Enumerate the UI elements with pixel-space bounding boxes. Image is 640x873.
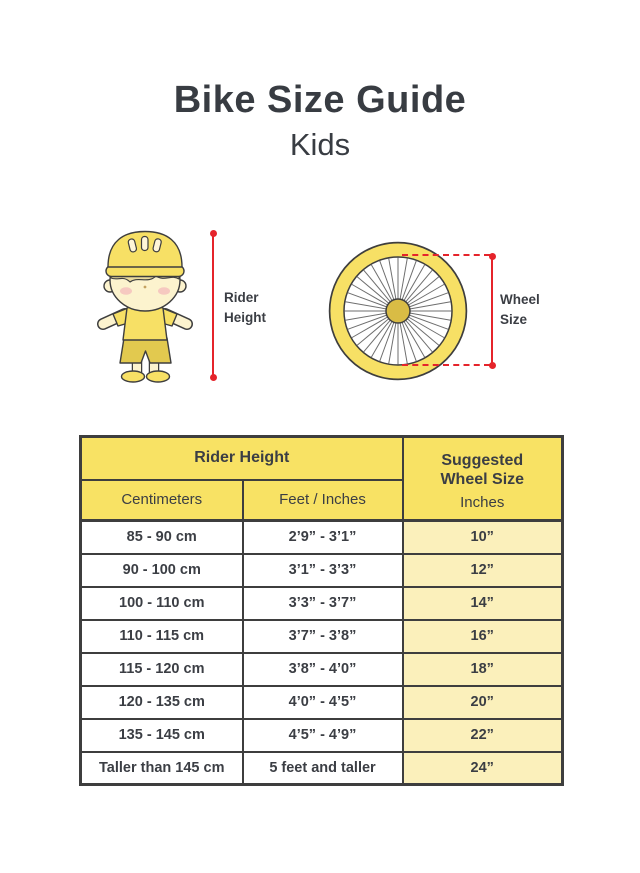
suggested-wheel-size-title: Suggested Wheel Size [440, 451, 525, 488]
table-row: 120 - 135 cm 4’0” - 4’5” 20” [79, 684, 564, 720]
cell-centimeters: 90 - 100 cm [79, 552, 244, 588]
wheel-size-label: Wheel Size [500, 292, 540, 327]
cell-wheel-size: 14” [401, 585, 564, 621]
table-row: Taller than 145 cm 5 feet and taller 24” [79, 750, 564, 786]
wheel-hub [385, 298, 411, 324]
rider-measure-dot-bottom [210, 374, 217, 381]
cell-centimeters: 135 - 145 cm [79, 717, 244, 753]
wheel-illustration [328, 241, 468, 381]
cell-feet-inches: 4’0” - 4’5” [241, 684, 404, 720]
header-centimeters: Centimeters [79, 478, 244, 522]
cell-centimeters: 120 - 135 cm [79, 684, 244, 720]
kid-rider-illustration [97, 230, 193, 383]
rider-measure-dot-top [210, 230, 217, 237]
table-row: 85 - 90 cm 2’9” - 3’1” 10” [79, 519, 564, 555]
cell-centimeters: 100 - 110 cm [79, 585, 244, 621]
cell-feet-inches: 5 feet and taller [241, 750, 404, 786]
cell-feet-inches: 2’9” - 3’1” [241, 519, 404, 555]
header-suggested-wheel-size: Suggested Wheel Size Inches [401, 435, 564, 522]
kid-shoe-left [120, 370, 146, 383]
cell-feet-inches: 3’3” - 3’7” [241, 585, 404, 621]
table-row: 135 - 145 cm 4’5” - 4’9” 22” [79, 717, 564, 753]
rider-height-label: Rider Height [224, 290, 266, 325]
cell-feet-inches: 3’7” - 3’8” [241, 618, 404, 654]
page-title: Bike Size Guide [173, 79, 467, 121]
kid-cheek-left [120, 287, 132, 295]
size-table: Rider Height Suggested Wheel Size Inches… [79, 435, 564, 786]
table-row: 115 - 120 cm 3’8” - 4’0” 18” [79, 651, 564, 687]
header-feet-inches: Feet / Inches [241, 478, 404, 522]
kid-nose [143, 285, 147, 289]
table-row: 110 - 115 cm 3’7” - 3’8” 16” [79, 618, 564, 654]
page-subtitle: Kids [289, 127, 351, 162]
cell-wheel-size: 10” [401, 519, 564, 555]
cell-wheel-size: 24” [401, 750, 564, 786]
cell-feet-inches: 4’5” - 4’9” [241, 717, 404, 753]
kid-shoe-right [145, 370, 171, 383]
cell-wheel-size: 16” [401, 618, 564, 654]
table-row: 90 - 100 cm 3’1” - 3’3” 12” [79, 552, 564, 588]
table-header-row-2: Centimeters Feet / Inches [79, 478, 563, 522]
inches-label: Inches [460, 493, 505, 511]
wheel-spokes [344, 257, 452, 365]
kid-shorts [119, 337, 172, 364]
cell-feet-inches: 3’8” - 4’0” [241, 651, 404, 687]
wheel-measure-dash-bottom [402, 364, 490, 366]
table-header-row-1: Rider Height Suggested Wheel Size Inches [79, 435, 564, 522]
kid-cheek-right [158, 287, 170, 295]
cell-centimeters: 110 - 115 cm [79, 618, 244, 654]
wheel-measure-dot-bottom [488, 362, 496, 369]
wheel-size-measure-line [491, 257, 493, 365]
wheel-measure-dot-top [488, 253, 496, 260]
header-rider-height: Rider Height [79, 435, 404, 481]
wheel-measure-dash-top [402, 254, 490, 256]
cell-centimeters: 85 - 90 cm [79, 519, 244, 555]
cell-wheel-size: 18” [401, 651, 564, 687]
rider-height-measure-line [212, 233, 214, 377]
cell-centimeters: Taller than 145 cm [79, 750, 244, 786]
table-row: 100 - 110 cm 3’3” - 3’7” 14” [79, 585, 564, 621]
cell-wheel-size: 20” [401, 684, 564, 720]
cell-centimeters: 115 - 120 cm [79, 651, 244, 687]
cell-feet-inches: 3’1” - 3’3” [241, 552, 404, 588]
cell-wheel-size: 12” [401, 552, 564, 588]
cell-wheel-size: 22” [401, 717, 564, 753]
kid-helmet-vents [127, 235, 162, 253]
